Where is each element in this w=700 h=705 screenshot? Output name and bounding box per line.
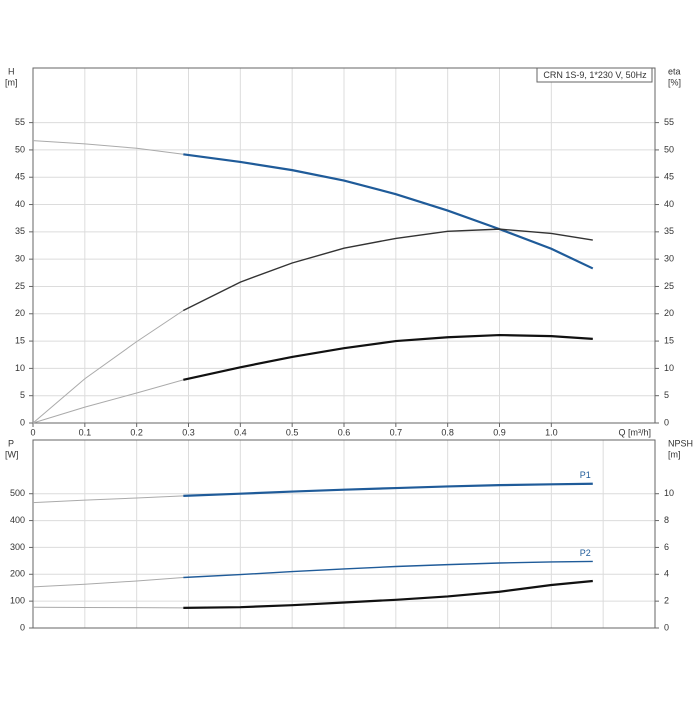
curve — [183, 560, 593, 579]
y2-tick-label: 50 — [664, 144, 674, 154]
x-tick-label: 0.6 — [338, 427, 351, 437]
y2-tick-label: 55 — [664, 117, 674, 127]
x-tick-label: 0.2 — [130, 427, 143, 437]
legend-title: CRN 1S-9, 1*230 V, 50Hz — [543, 70, 647, 80]
curve — [32, 577, 184, 588]
y-tick-label: 15 — [15, 335, 25, 345]
series-label: P2 — [580, 548, 591, 558]
y2-axis-unit: [m] — [668, 449, 681, 459]
x-tick-label: 0.7 — [390, 427, 403, 437]
y2-tick-label: 0 — [664, 417, 669, 427]
curve — [32, 495, 184, 504]
y-tick-label: 500 — [10, 488, 25, 498]
y2-tick-label: 20 — [664, 308, 674, 318]
y-tick-label: 0 — [20, 622, 25, 632]
y-axis-label: H — [8, 66, 15, 76]
curve — [32, 310, 184, 424]
x-tick-label: 0.8 — [441, 427, 454, 437]
y2-tick-label: 6 — [664, 542, 669, 552]
x-tick-label: 1.0 — [545, 427, 558, 437]
y-tick-label: 35 — [15, 226, 25, 236]
x-tick-label: 0.4 — [234, 427, 247, 437]
series-label: P1 — [580, 470, 591, 480]
y2-tick-label: 40 — [664, 199, 674, 209]
y-axis-unit: [m] — [5, 77, 18, 87]
y2-tick-label: 8 — [664, 515, 669, 525]
y-tick-label: 50 — [15, 144, 25, 154]
y2-axis-label: eta — [668, 66, 681, 76]
curve — [183, 482, 593, 497]
plot-frame — [32, 67, 656, 424]
curve — [183, 153, 594, 270]
x-tick-label: 0.5 — [286, 427, 299, 437]
y2-tick-label: 0 — [664, 622, 669, 632]
y-axis-unit: [W] — [5, 449, 19, 459]
x-tick-label: 0.9 — [493, 427, 506, 437]
y2-axis-unit: [%] — [668, 77, 681, 87]
y-tick-label: 200 — [10, 569, 25, 579]
y2-tick-label: 45 — [664, 172, 674, 182]
x-tick-label: 0.3 — [182, 427, 195, 437]
y2-tick-label: 35 — [664, 226, 674, 236]
y-tick-label: 10 — [15, 363, 25, 373]
y2-tick-label: 25 — [664, 281, 674, 291]
y-tick-label: 300 — [10, 542, 25, 552]
curve — [183, 579, 593, 609]
curve — [183, 228, 593, 312]
x-axis-label: Q [m³/h] — [618, 427, 651, 437]
y-tick-label: 25 — [15, 281, 25, 291]
y-tick-label: 5 — [20, 390, 25, 400]
y2-axis-label: NPSH — [668, 438, 693, 448]
y-tick-label: 30 — [15, 254, 25, 264]
y2-tick-label: 15 — [664, 335, 674, 345]
y-tick-label: 45 — [15, 172, 25, 182]
y2-tick-label: 2 — [664, 596, 669, 606]
y-tick-label: 40 — [15, 199, 25, 209]
y2-tick-label: 10 — [664, 363, 674, 373]
x-tick-label: 0 — [30, 427, 35, 437]
y2-tick-label: 30 — [664, 254, 674, 264]
y-tick-label: 20 — [15, 308, 25, 318]
y-tick-label: 100 — [10, 596, 25, 606]
curve — [183, 333, 593, 381]
y2-tick-label: 4 — [664, 569, 669, 579]
curve — [32, 379, 184, 424]
y-tick-label: 400 — [10, 515, 25, 525]
x-tick-label: 0.1 — [79, 427, 92, 437]
y-axis-label: P — [8, 438, 14, 448]
curve — [32, 606, 184, 609]
legend-box — [536, 67, 653, 83]
y2-tick-label: 10 — [664, 488, 674, 498]
y2-tick-label: 5 — [664, 390, 669, 400]
y-tick-label: 55 — [15, 117, 25, 127]
y-tick-label: 0 — [20, 417, 25, 427]
plot-frame — [32, 439, 656, 629]
curve — [32, 140, 184, 155]
